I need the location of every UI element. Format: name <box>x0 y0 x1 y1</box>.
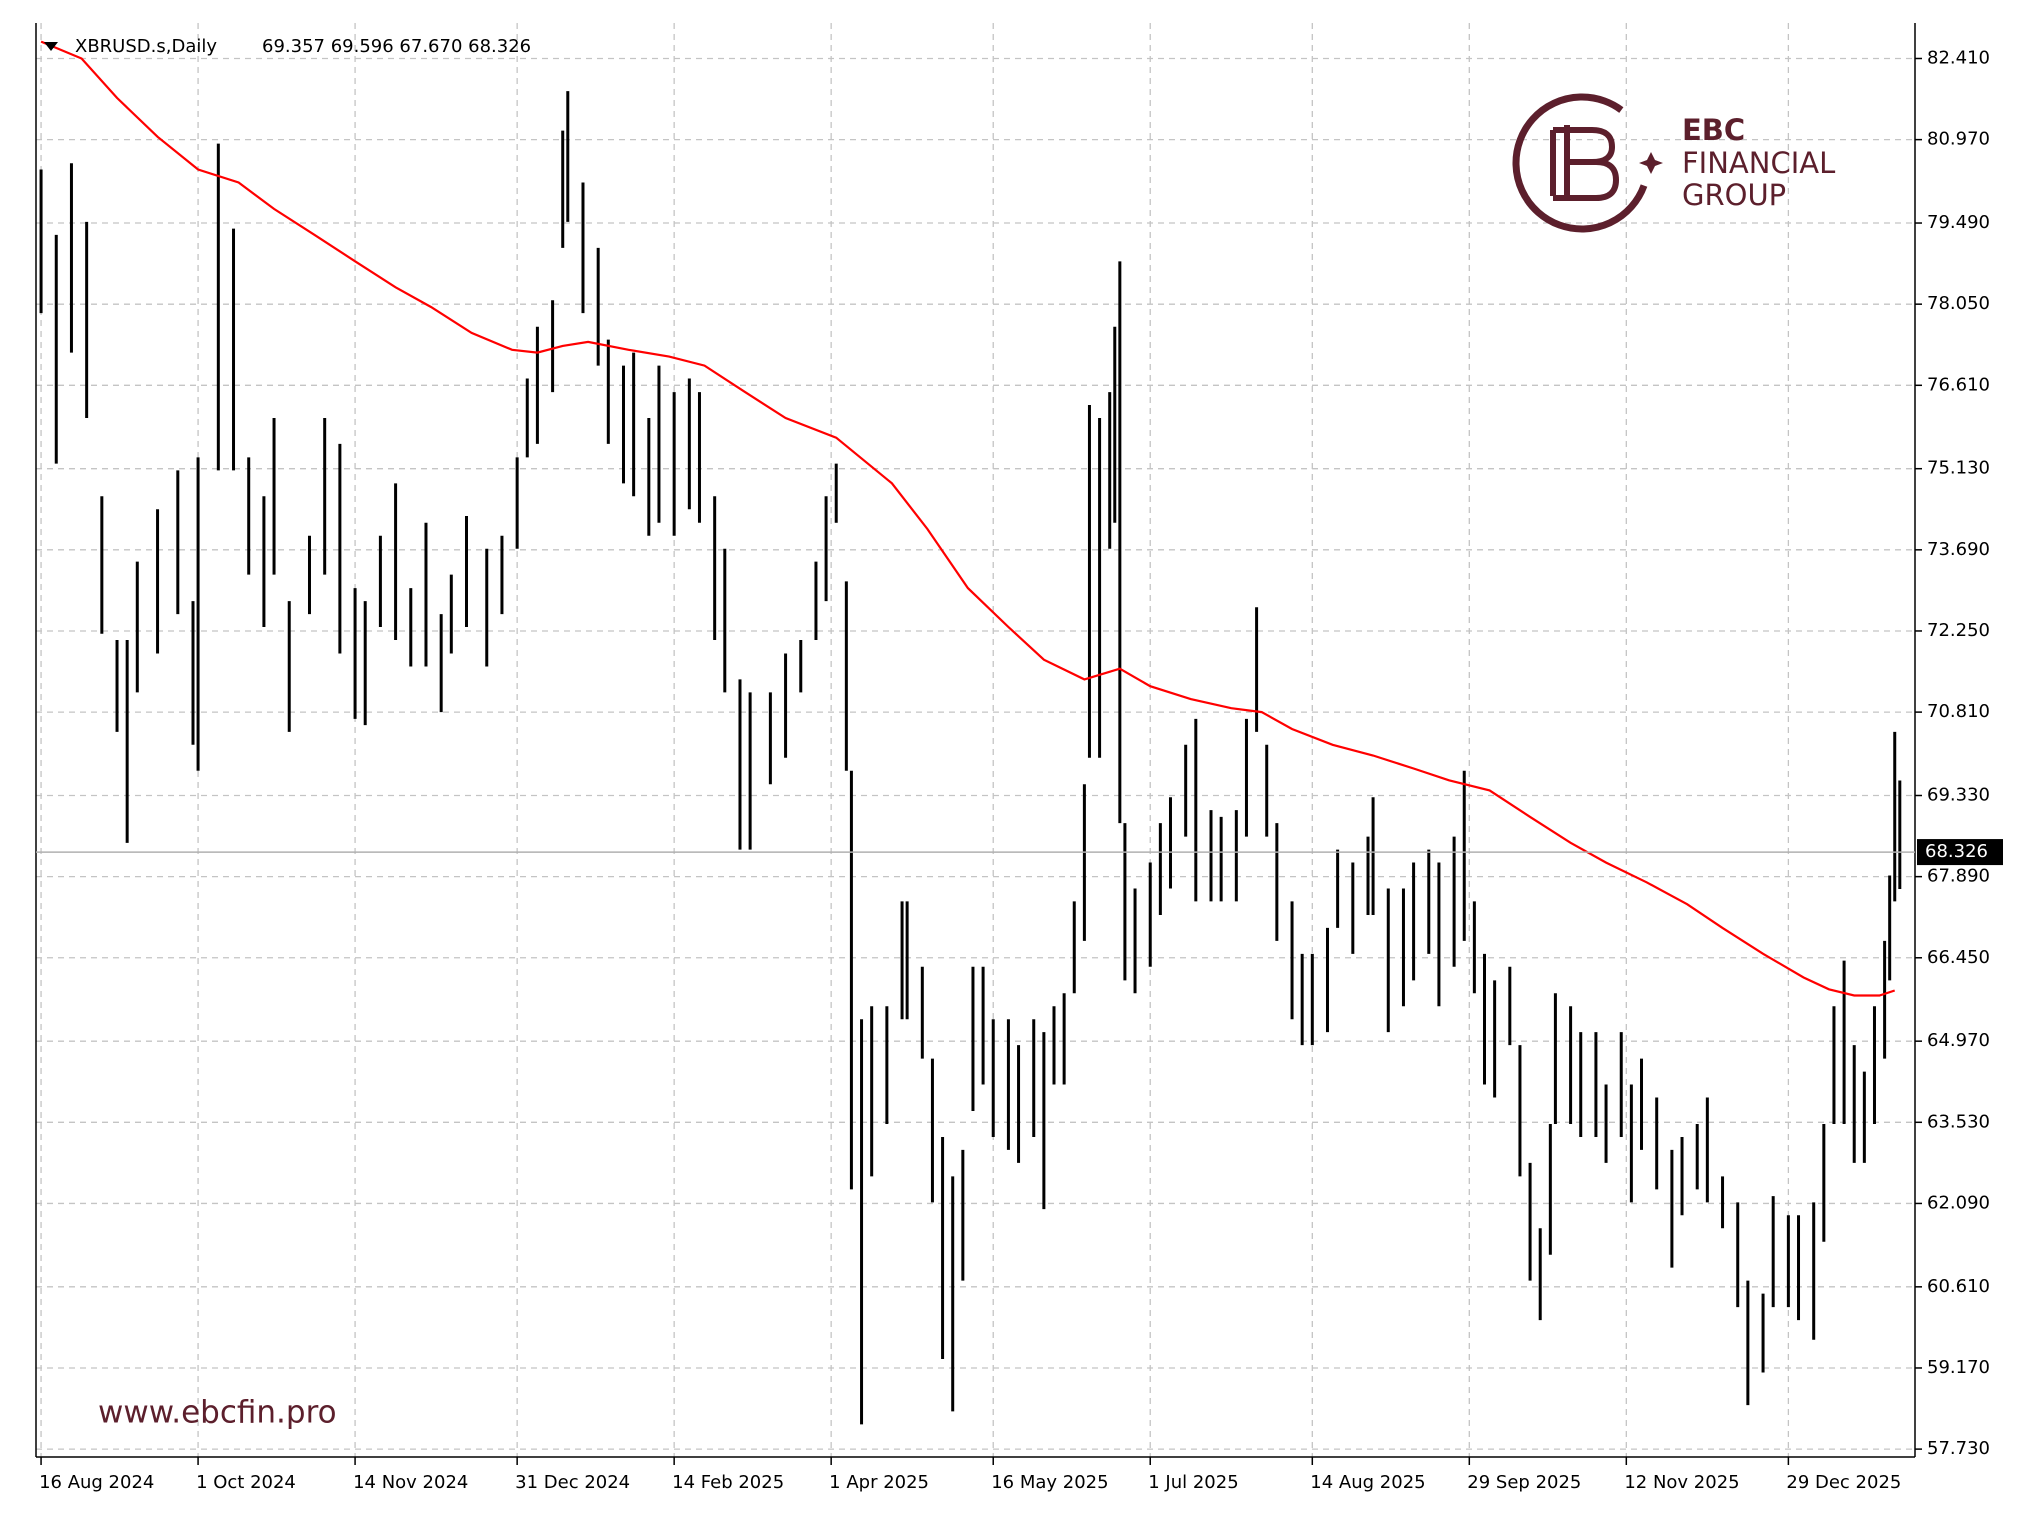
y-tick-label: 79.490 <box>1927 212 1990 233</box>
y-tick-label: 76.610 <box>1927 374 1990 395</box>
logo-name: EBC <box>1682 113 1745 147</box>
x-tick-label: 1 Apr 2025 <box>829 1472 929 1493</box>
current-price-box <box>1917 839 2003 866</box>
y-tick-label: 63.530 <box>1927 1111 1990 1132</box>
y-tick-label: 62.090 <box>1927 1192 1990 1213</box>
grid <box>36 23 1915 1457</box>
logo-line: FINANCIAL <box>1682 146 1835 180</box>
website: www.ebcfin.pro <box>98 1395 337 1431</box>
x-tick-label: 29 Dec 2025 <box>1786 1472 1901 1493</box>
x-tick-label: 16 Aug 2024 <box>39 1472 154 1493</box>
y-tick-label: 66.450 <box>1927 947 1990 968</box>
symbol: XBRUSD.s,Daily <box>75 36 217 57</box>
current-price-label: 68.326 <box>1925 841 1988 862</box>
y-tick-label: 59.170 <box>1927 1357 1990 1378</box>
x-tick-label: 29 Sep 2025 <box>1467 1472 1581 1493</box>
ohlc-values: 69.357 69.596 67.670 68.326 <box>262 36 531 57</box>
logo-line: GROUP <box>1682 178 1786 212</box>
logo-glyph <box>1550 125 1620 201</box>
y-tick-label: 75.130 <box>1927 458 1990 479</box>
x-tick-label: 14 Feb 2025 <box>672 1472 784 1493</box>
y-tick-label: 57.730 <box>1927 1438 1990 1459</box>
x-tick-label: 16 May 2025 <box>991 1472 1108 1493</box>
y-tick-label: 69.330 <box>1927 785 1990 806</box>
y-tick-label: 70.810 <box>1927 701 1990 722</box>
moving-average <box>40 40 1896 997</box>
x-tick-label: 14 Aug 2025 <box>1310 1472 1425 1493</box>
x-tick-label: 31 Dec 2024 <box>515 1472 630 1493</box>
y-tick-label: 67.890 <box>1927 866 1990 887</box>
y-tick-label: 64.970 <box>1927 1030 1990 1051</box>
x-tick-label: 12 Nov 2025 <box>1624 1472 1739 1493</box>
y-tick-label: 82.410 <box>1927 47 1990 68</box>
y-tick-label: 60.610 <box>1927 1276 1990 1297</box>
logo-star <box>1639 152 1663 174</box>
y-tick-label: 78.050 <box>1927 293 1990 314</box>
y-tick-label: 72.250 <box>1927 620 1990 641</box>
marks <box>39 40 1902 1425</box>
logo: EBC FINANCIAL GROUP <box>1512 93 1835 233</box>
x-tick-label: 14 Nov 2024 <box>353 1472 468 1493</box>
menu-triangle <box>44 42 58 51</box>
y-tick-label: 73.690 <box>1927 539 1990 560</box>
x-tick-label: 1 Jul 2025 <box>1148 1472 1238 1493</box>
y-tick-label: 80.970 <box>1927 129 1990 150</box>
x-tick-label: 1 Oct 2024 <box>196 1472 296 1493</box>
logo-ring <box>1512 93 1652 233</box>
